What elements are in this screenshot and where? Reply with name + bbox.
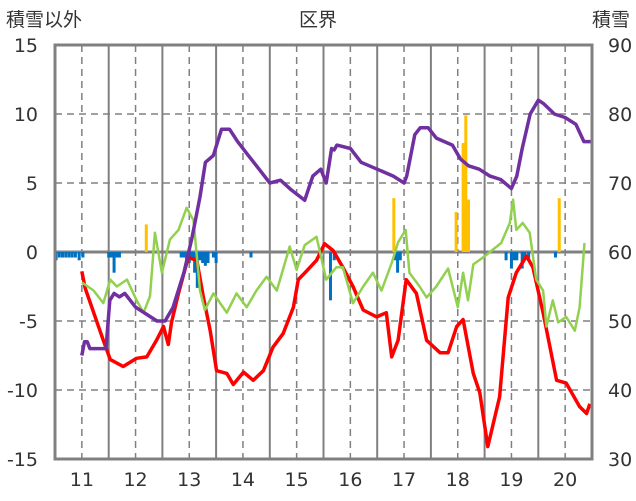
x-tick-label: 11: [70, 469, 94, 491]
blue-bar: [504, 252, 508, 261]
y-left-tick-label: -5: [19, 311, 38, 333]
blue-bar: [77, 252, 81, 261]
y-left-tick-label: 5: [26, 173, 38, 195]
y-right-tick-label: 70: [608, 173, 632, 195]
blue-bar: [512, 252, 516, 261]
purple-series-line: [80, 98, 592, 356]
y-left-tick-label: -10: [7, 380, 38, 402]
blue-bar: [73, 252, 77, 258]
blue-bar: [214, 252, 218, 264]
orange-bar: [466, 199, 470, 252]
y-right-tick-label: 30: [608, 449, 632, 471]
y-right-tick-label: 40: [608, 380, 632, 402]
blue-bar: [112, 252, 116, 273]
blue-bar: [117, 252, 121, 258]
y-right-tick-label: 50: [608, 311, 632, 333]
blue-bar: [190, 252, 194, 261]
blue-bar: [67, 252, 71, 258]
blue-bar: [70, 252, 74, 258]
chart-title: 区界: [299, 9, 337, 31]
orange-bar: [461, 142, 465, 252]
blue-bar: [201, 252, 205, 264]
plot-frame: [53, 43, 594, 461]
orange-bar: [454, 211, 458, 252]
series-lines: [80, 98, 592, 449]
y-left-tick-label: 0: [26, 242, 38, 264]
blue-bar: [553, 252, 557, 258]
blue-bar: [182, 252, 186, 258]
x-tick-label: 14: [231, 469, 255, 491]
blue-bar: [206, 252, 210, 264]
blue-bar: [203, 252, 207, 266]
x-tick-label: 20: [553, 469, 577, 491]
y-right-tick-label: 60: [608, 242, 632, 264]
y-right-tick-label: 80: [608, 104, 632, 126]
green-series-line: [81, 198, 586, 332]
x-tick-label: 19: [499, 469, 523, 491]
y-left-tick-label: 10: [14, 104, 38, 126]
blue-bar: [107, 252, 111, 258]
y-right-tick-label: 90: [608, 35, 632, 57]
blue-bar: [515, 252, 519, 261]
x-tick-label: 13: [177, 469, 201, 491]
orange-bar: [464, 115, 468, 252]
blue-bar: [81, 252, 85, 258]
blue-bar: [509, 252, 513, 269]
blue-bar: [57, 252, 61, 258]
blue-bar: [249, 252, 253, 258]
blue-bar: [198, 252, 202, 261]
blue-bar: [398, 252, 402, 261]
orange-bar: [392, 198, 396, 252]
blue-bar: [332, 252, 336, 261]
blue-bar: [64, 252, 68, 258]
orange-bar: [144, 224, 148, 252]
x-tick-label: 17: [392, 469, 416, 491]
blue-bar: [179, 252, 183, 258]
x-tick-label: 15: [285, 469, 309, 491]
x-tick-label: 16: [338, 469, 362, 491]
y-left-tick-label: -15: [7, 449, 38, 471]
blue-bar: [193, 252, 197, 273]
blue-bar: [109, 252, 113, 258]
x-tick-label: 18: [446, 469, 470, 491]
blue-bar: [61, 252, 65, 258]
red-series-line: [80, 241, 592, 449]
left-axis-title: 積雪以外: [6, 9, 82, 31]
right-axis-title: 積雪: [592, 9, 630, 31]
blue-bar: [115, 252, 119, 258]
y-left-tick-label: 15: [14, 35, 38, 57]
orange-bar: [557, 198, 561, 252]
x-tick-label: 12: [123, 469, 147, 491]
blue-bar: [396, 252, 400, 273]
blue-bar: [211, 252, 215, 258]
blue-bar: [527, 252, 531, 261]
blue-bar: [393, 252, 397, 261]
